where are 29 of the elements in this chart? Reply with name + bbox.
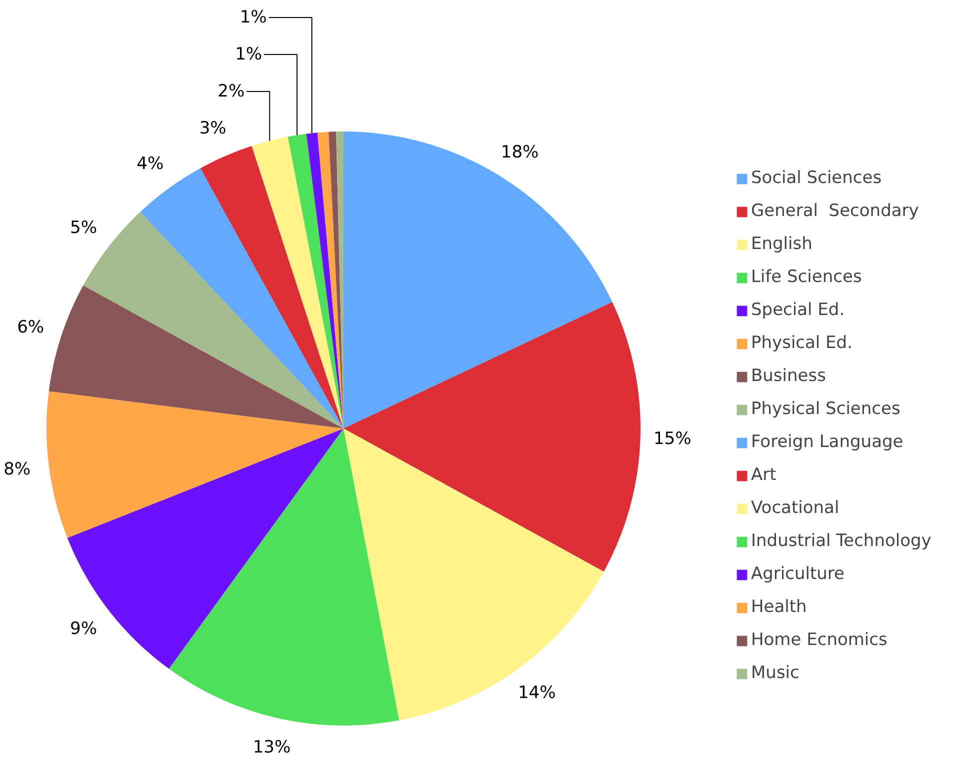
data-label: 2%: [218, 82, 245, 102]
data-label: 8%: [4, 459, 31, 480]
legend-label: Art: [751, 465, 776, 485]
legend-label: Business: [751, 366, 826, 386]
legend-label: English: [751, 234, 812, 254]
data-label: 4%: [136, 154, 164, 174]
data-label: 3%: [199, 118, 226, 138]
legend-label: Physical Sciences: [751, 399, 900, 419]
legend-label: Social Sciences: [751, 168, 882, 188]
data-label: 5%: [70, 218, 98, 238]
legend-label: Vocational: [751, 498, 840, 518]
data-label: 1%: [235, 44, 262, 64]
legend-label: Industrial Technology: [751, 531, 932, 551]
data-label: 9%: [70, 618, 98, 639]
legend-label: Life Sciences: [751, 267, 862, 287]
legend-label: Special Ed.: [751, 300, 845, 320]
data-label: 14%: [518, 683, 556, 704]
legend-label: Agriculture: [751, 564, 844, 584]
legend-label: General Secondary: [751, 201, 919, 221]
legend-label: Music: [751, 663, 800, 683]
data-label: 15%: [653, 428, 692, 449]
data-label: 18%: [500, 142, 539, 162]
data-label: 6%: [17, 317, 44, 338]
legend-label: Physical Ed.: [751, 333, 852, 353]
legend-label: Health: [751, 597, 807, 617]
data-label: 1%: [240, 8, 267, 28]
legend-label: Foreign Language: [751, 432, 904, 452]
data-label: 13%: [252, 738, 291, 758]
legend-label: Home Ecnomics: [751, 630, 888, 650]
